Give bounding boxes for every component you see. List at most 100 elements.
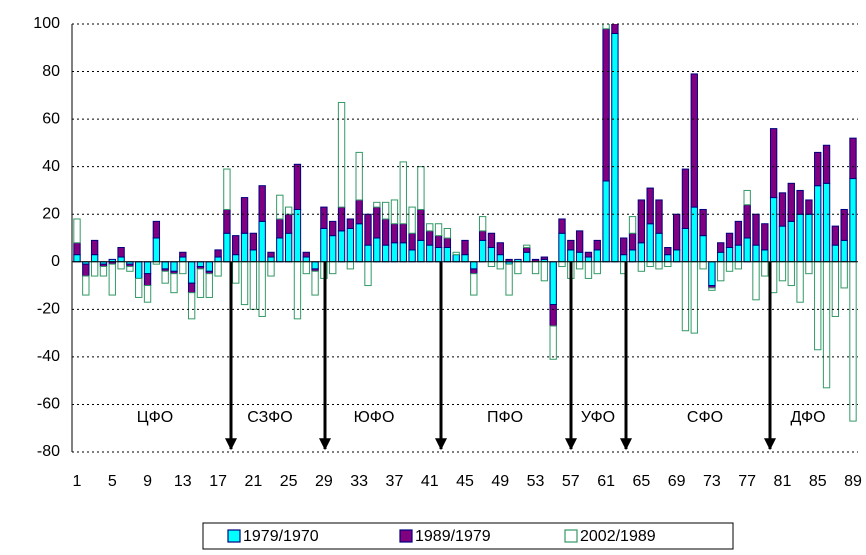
bar-segment <box>699 208 707 237</box>
bar-segment <box>549 304 557 327</box>
x-tick-label: 65 <box>632 473 650 490</box>
bar-segment <box>240 197 249 234</box>
bar-segment <box>743 237 751 263</box>
bar-segment <box>690 261 698 334</box>
bar-segment <box>196 268 205 298</box>
bar-segment <box>664 261 672 268</box>
bar-segment <box>699 261 707 270</box>
bar-segment <box>611 33 619 263</box>
bar-segment <box>778 261 787 282</box>
bar-segment <box>214 249 222 258</box>
region-label: ЮФО <box>354 409 395 426</box>
bar-segment <box>205 273 213 298</box>
bar-segment <box>523 247 531 253</box>
bar-segment <box>637 261 646 272</box>
bar-segment <box>390 223 399 244</box>
bar-segment <box>82 275 90 296</box>
bar-segment <box>681 168 690 229</box>
y-tick-label: -60 <box>37 396 60 413</box>
bar-segment <box>549 261 557 306</box>
bar-segment <box>117 256 125 263</box>
bar-segment <box>725 261 734 272</box>
bar-segment <box>135 277 143 298</box>
bar-segment <box>187 292 196 320</box>
bar-segment <box>787 220 795 263</box>
bar-segment <box>73 242 81 256</box>
bar-segment <box>452 254 460 263</box>
bar-segment <box>381 244 390 263</box>
region-label: СФО <box>687 409 723 426</box>
bar-segment <box>258 185 266 222</box>
bar-segment <box>426 230 434 246</box>
bar-segment <box>849 261 857 422</box>
x-tick-label: 5 <box>108 473 117 490</box>
x-tick-label: 57 <box>562 473 580 490</box>
bar-segment <box>840 239 848 263</box>
legend-swatch <box>564 529 578 543</box>
bar-segment <box>602 180 610 263</box>
bar-segment <box>443 237 452 249</box>
bar-segment <box>620 237 628 256</box>
bar-segment <box>478 239 487 263</box>
bar-segment <box>302 261 310 275</box>
plot-area <box>73 24 857 422</box>
bar-segment <box>373 201 381 208</box>
bar-segment <box>240 232 249 263</box>
bar-segment <box>232 254 240 263</box>
bar-segment <box>381 218 390 246</box>
bar-segment <box>240 261 249 306</box>
bar-segment <box>637 199 646 244</box>
bar-segment <box>399 242 407 263</box>
bar-segment <box>90 261 99 277</box>
bar-segment <box>417 239 425 263</box>
y-tick-label: 100 <box>33 15 60 32</box>
bar-segment <box>311 270 319 296</box>
bar-segment <box>593 261 601 275</box>
bar-segment <box>514 261 522 275</box>
bar-segment <box>831 261 840 317</box>
bar-segment <box>179 256 187 263</box>
bar-segment <box>443 247 452 263</box>
bar-segment <box>646 261 654 268</box>
bar-segment <box>390 199 399 225</box>
bar-segment <box>399 223 407 244</box>
bar-segment <box>293 261 302 320</box>
bar-segment <box>593 249 601 263</box>
bar-segment <box>840 208 848 241</box>
bar-segment <box>584 251 593 258</box>
bar-segment <box>575 261 584 270</box>
bar-segment <box>373 206 381 239</box>
bar-segment <box>117 261 125 270</box>
bar-segment <box>249 261 258 310</box>
bar-segment <box>276 194 284 220</box>
x-tick-label: 49 <box>491 473 509 490</box>
bar-segment <box>849 178 857 263</box>
bar-segment <box>355 151 363 201</box>
y-tick-label: -40 <box>37 348 60 365</box>
bar-segment <box>267 256 275 263</box>
bar-segment <box>805 199 813 215</box>
legend-label: 2002/1989 <box>580 528 656 545</box>
bar-segment <box>523 244 531 249</box>
bar-segment <box>761 261 769 277</box>
bar-segment <box>628 249 637 263</box>
bar-segment <box>849 137 857 180</box>
bar-segment <box>840 261 848 289</box>
bar-segment <box>628 232 637 251</box>
bar-segment <box>743 204 751 239</box>
bar-segment <box>434 235 443 249</box>
bar-segment <box>179 251 187 258</box>
bar-segment <box>761 223 769 251</box>
bar-segment <box>461 239 469 256</box>
bar-segment <box>752 244 760 263</box>
bar-segment <box>593 239 601 251</box>
bar-segment <box>549 325 557 360</box>
bar-segment <box>708 261 716 287</box>
bar-segment <box>487 232 496 249</box>
y-tick-label: -80 <box>37 443 60 460</box>
x-tick-label: 69 <box>668 473 686 490</box>
bar-segment <box>558 232 566 263</box>
bar-segment <box>602 24 610 30</box>
y-tick-label: 20 <box>42 205 60 222</box>
bar-segment <box>540 261 549 282</box>
